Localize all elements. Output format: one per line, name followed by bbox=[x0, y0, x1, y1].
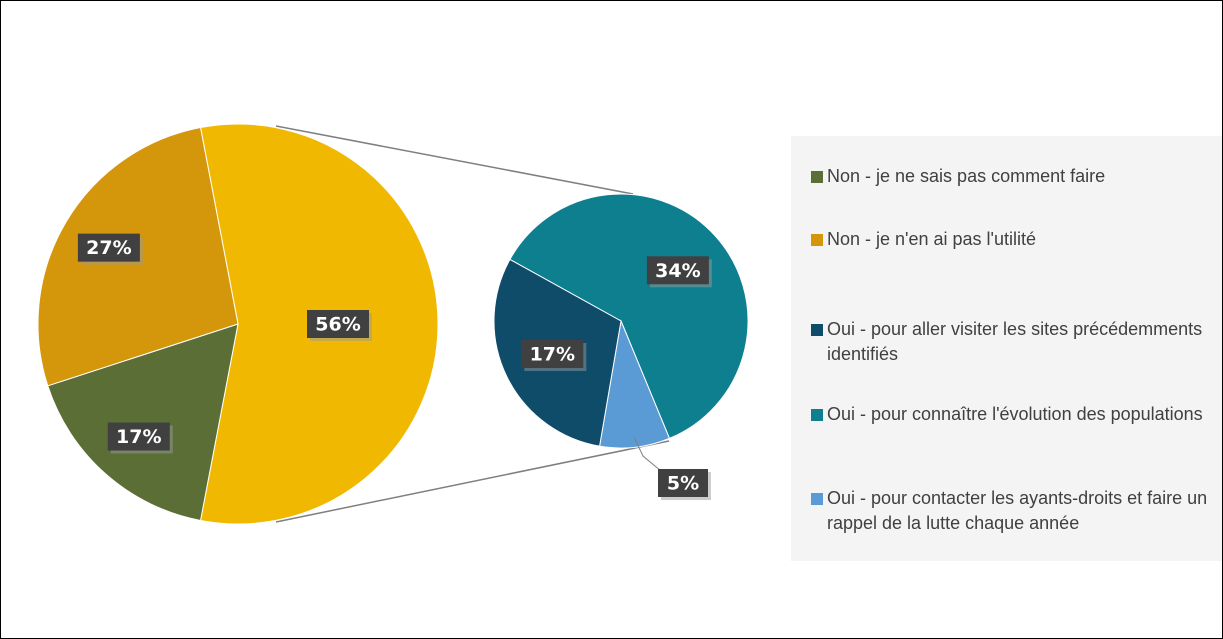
data-label: 27% bbox=[86, 237, 131, 259]
legend-swatch bbox=[811, 493, 823, 505]
data-label: 17% bbox=[530, 343, 575, 365]
legend-swatch bbox=[811, 409, 823, 421]
legend-label: Oui - pour connaître l'évolution des pop… bbox=[827, 404, 1203, 424]
legend-swatch bbox=[811, 234, 823, 246]
legend-label: Non - je n'en ai pas l'utilité bbox=[827, 229, 1036, 249]
legend-label: Oui - pour contacter les ayants-droits e… bbox=[827, 488, 1208, 533]
legend-item: Oui - pour contacter les ayants-droits e… bbox=[811, 486, 1222, 536]
label-box bbox=[107, 422, 170, 451]
legend-swatch bbox=[811, 171, 823, 183]
legend-item: Oui - pour connaître l'évolution des pop… bbox=[811, 402, 1222, 427]
label-box bbox=[77, 233, 140, 262]
legend: Non - je ne sais pas comment faire Non - … bbox=[791, 136, 1222, 561]
label-box bbox=[521, 339, 584, 368]
data-label: 56% bbox=[315, 314, 360, 336]
label-box bbox=[658, 469, 708, 497]
data-label: 17% bbox=[116, 426, 161, 448]
data-label: 5% bbox=[667, 473, 699, 495]
legend-label: Non - je ne sais pas comment faire bbox=[827, 166, 1106, 186]
leader-line bbox=[633, 436, 662, 472]
legend-swatch bbox=[811, 324, 823, 336]
label-box bbox=[646, 256, 709, 285]
data-label: 34% bbox=[655, 260, 700, 282]
label-box bbox=[307, 310, 369, 338]
pie-slice bbox=[509, 193, 749, 440]
connector bbox=[275, 125, 634, 195]
legend-item: Oui - pour aller visiter les sites précé… bbox=[811, 317, 1222, 367]
legend-item: Non - je ne sais pas comment faire bbox=[811, 164, 1222, 189]
legend-label: Oui - pour aller visiter les sites précé… bbox=[827, 319, 1203, 364]
legend-item: Non - je n'en ai pas l'utilité bbox=[811, 227, 1222, 252]
pie-slice bbox=[47, 323, 239, 522]
connector bbox=[275, 440, 670, 523]
